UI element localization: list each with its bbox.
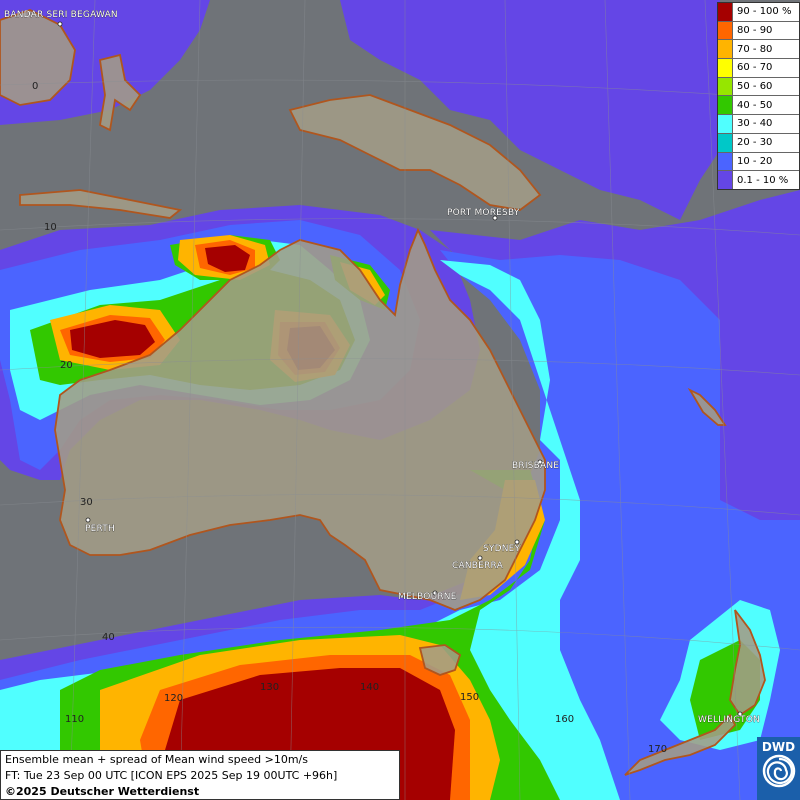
lon-label-110: 110 — [65, 714, 84, 725]
legend-label: 70 - 80 — [737, 43, 773, 55]
info-box: Ensemble mean + spread of Mean wind spee… — [0, 750, 400, 800]
city-label-wellington: WELLINGTON — [698, 715, 760, 725]
city-markers — [57, 21, 743, 717]
copyright-notice: ©2025 Deutscher Wetterdienst — [5, 785, 200, 798]
city-label-brisbane: BRISBANE — [512, 461, 559, 471]
legend-swatch — [718, 115, 733, 133]
legend-swatch — [718, 3, 733, 21]
legend-row: 80 - 90 — [718, 21, 799, 41]
legend-label: 60 - 70 — [737, 62, 773, 74]
city-label-canberra: CANBERRA — [452, 561, 504, 571]
lat-label-10: 10 — [44, 222, 57, 233]
legend-row: 60 - 70 — [718, 59, 799, 78]
forecast-time: FT: Tue 23 Sep 00 UTC [ICON EPS 2025 Sep… — [5, 769, 338, 782]
legend-row: 40 - 50 — [718, 96, 799, 116]
legend-label: 20 - 30 — [737, 137, 773, 149]
tasmania-outline — [418, 644, 462, 676]
south-island-nz-outline — [624, 713, 737, 776]
legend-label: 90 - 100 % — [737, 6, 792, 18]
legend-row: 30 - 40 — [718, 115, 799, 134]
legend-label: 50 - 60 — [737, 81, 773, 93]
landmass-layer — [0, 9, 766, 776]
city-label-port-moresby: PORT MORESBY — [447, 208, 520, 218]
dwd-logo-text: DWD — [761, 740, 796, 754]
borneo-outline — [0, 9, 76, 106]
lon-label-120: 120 — [164, 693, 183, 704]
legend-swatch — [718, 152, 733, 171]
legend-swatch — [718, 40, 733, 59]
legend-row: 0.1 - 10 % — [718, 171, 799, 189]
spiral-icon — [762, 754, 795, 788]
legend-swatch — [718, 96, 733, 115]
legend-label: 40 - 50 — [737, 99, 773, 111]
lon-label-170: 170 — [648, 744, 667, 755]
legend-row: 20 - 30 — [718, 133, 799, 153]
lon-label-160: 160 — [555, 714, 574, 725]
sulawesi-outline — [98, 53, 142, 132]
dwd-logo: DWD — [757, 737, 800, 800]
legend-label: 80 - 90 — [737, 25, 773, 37]
lat-label-0: 0 — [32, 81, 38, 92]
legend-label: 10 - 20 — [737, 155, 773, 167]
city-label-perth: PERTH — [85, 524, 115, 534]
lon-label-140: 140 — [360, 682, 379, 693]
legend-row: 50 - 60 — [718, 77, 799, 97]
city-label-sydney: SYDNEY — [483, 544, 521, 554]
city-label-bandar: BANDAR SERI BEGAWAN — [4, 10, 118, 20]
legend-row: 10 - 20 — [718, 152, 799, 172]
legend-row: 90 - 100 % — [718, 3, 799, 22]
legend-swatch — [718, 171, 733, 189]
lon-label-150: 150 — [460, 692, 479, 703]
legend-swatch — [718, 133, 733, 152]
timor-outline — [19, 189, 183, 219]
australia-outline — [54, 227, 546, 611]
lon-label-130: 130 — [260, 682, 279, 693]
legend-swatch — [718, 77, 733, 96]
new-caledonia-outline — [687, 387, 727, 426]
new-guinea-outline — [288, 94, 542, 211]
city-label-melbourne: MELBOURNE — [398, 592, 457, 602]
legend-swatch — [718, 21, 733, 40]
lat-label-40: 40 — [102, 632, 115, 643]
lat-label-20: 20 — [60, 360, 73, 371]
probability-legend: 90 - 100 % 80 - 90 70 - 80 60 - 70 50 - 60 40… — [717, 2, 800, 190]
legend-row: 70 - 80 — [718, 40, 799, 60]
legend-swatch — [718, 59, 733, 77]
product-description: Ensemble mean + spread of Mean wind spee… — [5, 753, 308, 766]
legend-label: 30 - 40 — [737, 118, 773, 130]
lat-label-30: 30 — [80, 497, 93, 508]
legend-label: 0.1 - 10 % — [737, 174, 789, 186]
north-island-nz-outline — [729, 609, 766, 717]
